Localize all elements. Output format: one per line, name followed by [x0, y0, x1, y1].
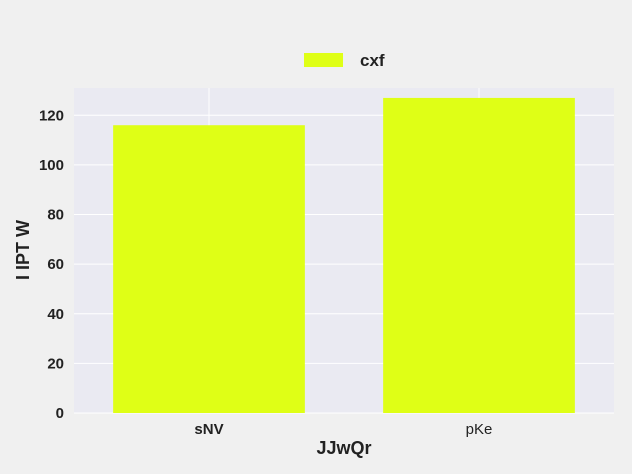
legend-label: cxf [360, 51, 385, 70]
y-tick-label: 20 [47, 355, 64, 372]
bars [113, 97, 575, 413]
y-axis-label: I IPT W [13, 220, 33, 280]
y-tick-label: 0 [56, 405, 64, 422]
x-tick-label: sNV [194, 421, 223, 438]
y-tick-label: 40 [47, 306, 64, 323]
y-axis-ticks: 0 20 40 60 80 100 120 [39, 107, 64, 422]
x-tick-label: pKe [466, 421, 493, 438]
y-tick-label: 80 [47, 207, 64, 224]
legend: cxf [304, 51, 385, 70]
bar-pKe [383, 97, 575, 413]
y-tick-label: 120 [39, 107, 64, 124]
x-axis-ticks: sNV pKe [194, 421, 492, 438]
legend-swatch [304, 53, 343, 67]
x-axis-label: JJwQr [316, 438, 371, 458]
y-tick-label: 60 [47, 256, 64, 273]
bar-sNV [113, 125, 305, 413]
y-tick-label: 100 [39, 157, 64, 174]
